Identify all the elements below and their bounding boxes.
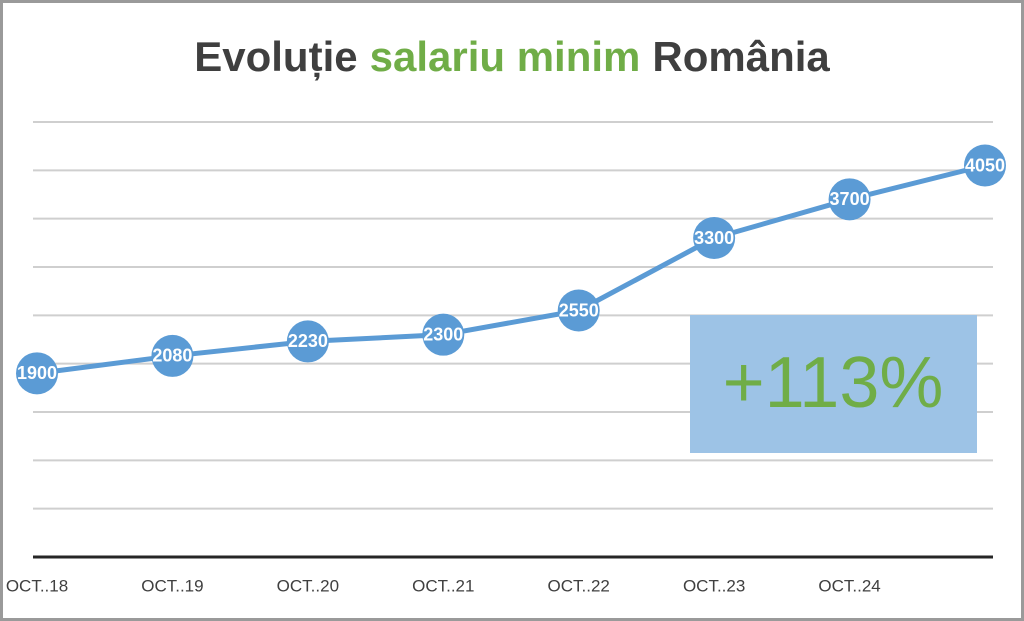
data-label: 1900 <box>17 363 57 383</box>
x-tick-label: OCT..23 <box>683 576 745 595</box>
data-point <box>964 144 1006 187</box>
data-line <box>36 163 986 376</box>
data-label: 2550 <box>559 300 599 320</box>
x-tick-label: OCT..22 <box>548 576 610 595</box>
data-point <box>422 313 465 356</box>
data-point <box>286 320 329 363</box>
x-tick-label: OCT..20 <box>277 576 339 595</box>
data-point <box>151 334 194 377</box>
title-segment: România <box>652 33 830 80</box>
data-label: 2230 <box>288 331 328 351</box>
data-point <box>828 178 871 221</box>
data-label: 2300 <box>423 324 463 344</box>
data-point <box>16 352 58 395</box>
title-segment: Evoluție <box>194 33 357 81</box>
data-label: 2080 <box>152 346 192 366</box>
annotation-box <box>690 315 977 453</box>
data-label: 4050 <box>965 155 1005 175</box>
x-tick-label: OCT..24 <box>818 576 880 595</box>
data-point <box>557 289 600 332</box>
chart-title: Evoluție salariu minim România <box>194 33 830 81</box>
x-tick-label: OCT..19 <box>141 576 203 595</box>
title-segment: salariu minim <box>370 33 641 80</box>
x-tick-label: OCT..21 <box>412 576 474 595</box>
x-tick-label: OCT..18 <box>6 576 68 595</box>
annotation-text: +113% <box>723 343 944 423</box>
data-point <box>693 217 736 259</box>
data-label: 3300 <box>694 228 734 248</box>
data-label: 3700 <box>830 189 870 209</box>
